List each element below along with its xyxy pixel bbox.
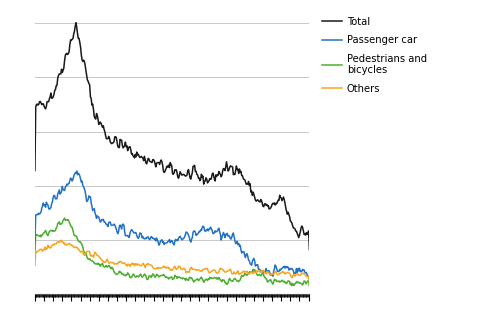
Legend: Total, Passenger car, Pedestrians and
bicycles, Others: Total, Passenger car, Pedestrians and bi…	[320, 15, 429, 96]
